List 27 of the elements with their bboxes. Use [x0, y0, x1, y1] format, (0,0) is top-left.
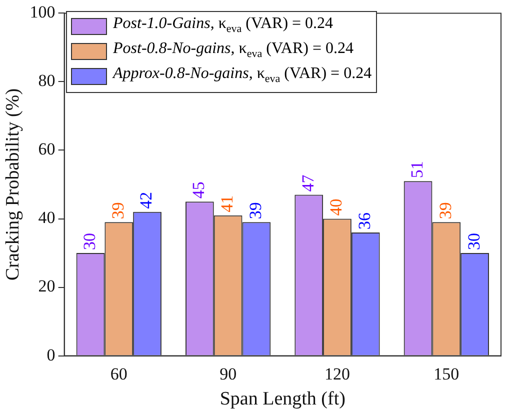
y-axis-title: Cracking Probability (%)	[2, 88, 24, 281]
data-label: 36	[355, 212, 374, 230]
y-tick-label: 40	[38, 208, 56, 228]
legend-label: Post-0.8-No-gains, κ$_{eva}$ (VAR) = 0.24	[113, 39, 354, 62]
data-label: 41	[218, 195, 237, 212]
x-axis-title: Span Length (ft)	[220, 388, 346, 410]
x-tick-label: 90	[220, 364, 237, 384]
y-tick-label: 80	[38, 71, 56, 90]
data-label: 39	[246, 202, 265, 220]
data-label: 42	[136, 192, 156, 209]
legend-label: Post-1.0-Gains, κ$_{eva}$ (VAR) = 0.24	[113, 14, 334, 38]
data-label: 47	[298, 174, 318, 192]
y-tick-label: 60	[38, 140, 56, 159]
data-label: 30	[80, 233, 99, 250]
y-tick-label: 20	[38, 276, 56, 296]
x-tick-label: 60	[110, 364, 128, 384]
x-tick-label: 150	[434, 364, 460, 384]
data-label: 45	[189, 182, 208, 199]
y-tick-label: 0	[46, 345, 56, 364]
y-tick-label: 100	[30, 2, 56, 22]
data-label: 40	[326, 198, 346, 216]
data-label: 30	[464, 233, 484, 250]
x-tick-label: 120	[324, 364, 350, 384]
data-label: 39	[436, 202, 455, 220]
data-label: 51	[407, 161, 426, 178]
legend-label: Approx-0.8-No-gains, κ$_{eva}$ (VAR) = 0.24	[113, 64, 372, 88]
data-label: 39	[108, 202, 128, 220]
